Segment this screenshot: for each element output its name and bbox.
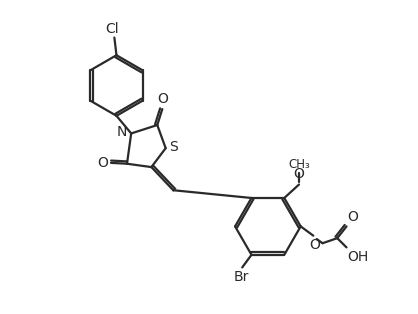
Text: S: S [169, 140, 178, 154]
Text: Br: Br [234, 270, 249, 284]
Text: N: N [116, 125, 127, 139]
Text: O: O [293, 167, 304, 181]
Text: CH₃: CH₃ [288, 158, 310, 171]
Text: O: O [157, 92, 168, 106]
Text: OH: OH [347, 250, 369, 264]
Text: O: O [98, 156, 109, 170]
Text: O: O [347, 210, 358, 224]
Text: O: O [310, 238, 321, 252]
Text: Cl: Cl [105, 22, 119, 36]
